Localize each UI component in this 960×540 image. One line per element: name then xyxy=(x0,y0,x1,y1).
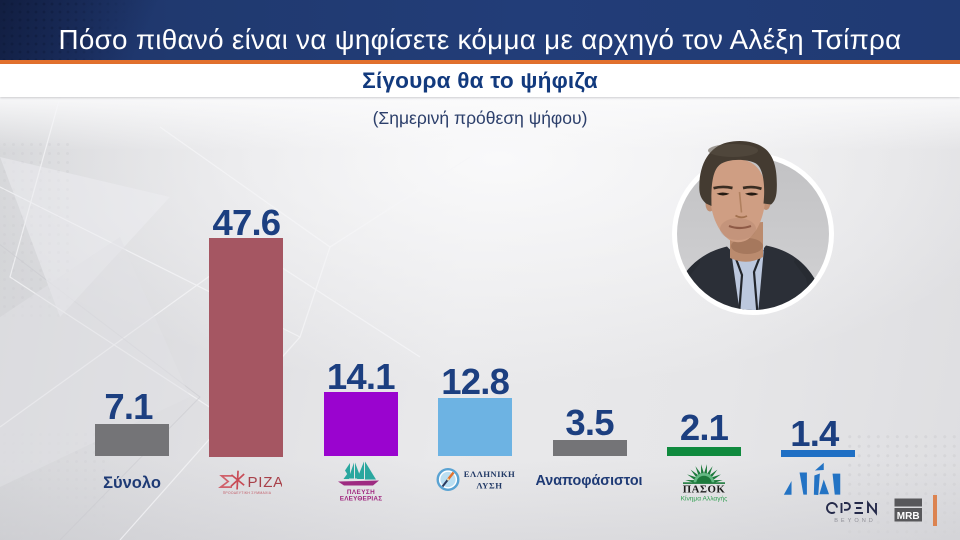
svg-text:Κίνημα Αλλαγής: Κίνημα Αλλαγής xyxy=(681,495,728,503)
svg-text:ΠΛΕΥΣΗ: ΠΛΕΥΣΗ xyxy=(347,489,375,496)
svg-text:MRB: MRB xyxy=(897,511,920,522)
svg-text:ΛΥΣΗ: ΛΥΣΗ xyxy=(476,481,502,491)
svg-text:ΠΡΟΟΔΕΥΤΙΚΗ ΣΥΜΜΑΧΙΑ: ΠΡΟΟΔΕΥΤΙΚΗ ΣΥΜΜΑΧΙΑ xyxy=(223,491,272,495)
svg-text:ΕΛΛΗΝΙΚΗ: ΕΛΛΗΝΙΚΗ xyxy=(464,469,515,479)
svg-text:ΠΑΣΟΚ: ΠΑΣΟΚ xyxy=(683,484,726,496)
svg-text:ΡΙΖΑ: ΡΙΖΑ xyxy=(247,474,282,491)
svg-text:ΕΛΕΥΘΕΡΙΑΣ: ΕΛΕΥΘΕΡΙΑΣ xyxy=(340,496,383,503)
svg-text:BEYOND: BEYOND xyxy=(834,518,876,524)
